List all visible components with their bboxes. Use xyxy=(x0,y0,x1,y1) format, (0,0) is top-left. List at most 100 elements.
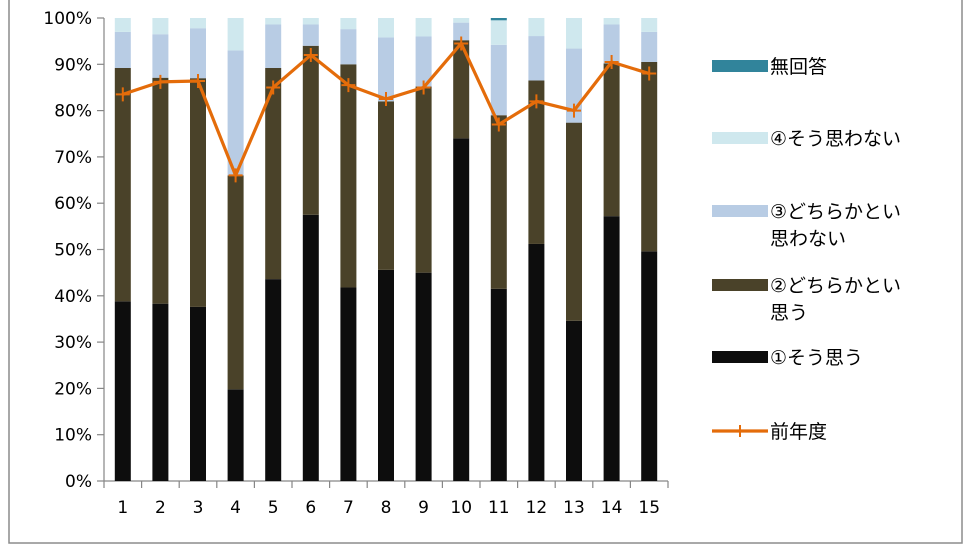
bar-segment xyxy=(603,18,620,25)
x-tick-label: 12 xyxy=(526,498,548,518)
bar-segment xyxy=(490,288,507,481)
bar-segment xyxy=(641,61,658,252)
bar-segment xyxy=(566,320,582,481)
y-tick-label: 0% xyxy=(65,472,92,492)
bar-segment xyxy=(378,101,394,270)
bar-segment xyxy=(227,18,244,51)
bar-segment xyxy=(265,24,282,69)
legend-box-swatch xyxy=(712,60,768,72)
bar-segment xyxy=(114,31,131,69)
bar-segment xyxy=(490,44,507,116)
line-point-marker xyxy=(228,168,243,183)
bar-segment xyxy=(528,36,545,81)
legend-box-swatch xyxy=(712,205,768,217)
y-tick-label: 80% xyxy=(54,102,92,122)
x-tick-label: 7 xyxy=(343,498,354,518)
legend-label: ②どちらかとい xyxy=(770,275,901,297)
y-tick-label: 30% xyxy=(54,333,92,353)
bar-segment xyxy=(265,68,282,280)
bar-segment xyxy=(490,115,507,289)
bar-segment xyxy=(490,20,507,45)
bar-segment xyxy=(152,77,169,304)
bar-segment xyxy=(227,175,244,390)
bar-segment xyxy=(302,45,319,215)
x-tick-label: 9 xyxy=(418,498,429,518)
bar-segment xyxy=(528,80,545,244)
bar-segment xyxy=(603,63,620,217)
bar-segment xyxy=(114,18,131,32)
line-point-marker xyxy=(567,103,581,118)
bar-segment xyxy=(340,64,357,288)
line-point-marker xyxy=(491,117,506,132)
x-tick-label: 10 xyxy=(450,498,472,518)
line-point-marker xyxy=(153,74,168,89)
line-point-marker xyxy=(115,87,130,102)
bar-segment xyxy=(190,18,206,29)
x-tick-label: 2 xyxy=(155,498,166,518)
y-axis: 0% 10% 20% 30% 40% 50% 60% 70% 80% 90% 100% xyxy=(43,9,105,492)
x-tick-label: 1 xyxy=(117,498,128,518)
bar-segment xyxy=(528,243,545,481)
legend-label: ③どちらかとい xyxy=(770,201,901,223)
bar-segment xyxy=(641,31,658,62)
x-tick-label: 14 xyxy=(601,498,623,518)
y-tick-label: 100% xyxy=(43,9,92,29)
bar-segment xyxy=(227,50,244,176)
bar-segment xyxy=(340,287,357,481)
x-tick-label: 8 xyxy=(381,498,392,518)
x-tick-label: 3 xyxy=(193,498,204,518)
line-point-marker xyxy=(303,48,318,63)
x-tick-label: 6 xyxy=(305,498,316,518)
bar-segment xyxy=(190,306,206,481)
bar-segment xyxy=(415,18,432,37)
legend-box-swatch xyxy=(712,279,768,291)
line-point-marker xyxy=(191,73,205,88)
bar-segment xyxy=(641,251,658,481)
legend-label: 思わない xyxy=(770,228,846,250)
x-tick-label: 11 xyxy=(488,498,510,518)
y-tick-label: 20% xyxy=(54,379,92,399)
chart-border xyxy=(8,0,963,544)
legend-label: ④そう思わない xyxy=(770,128,901,150)
bar-segment xyxy=(528,18,545,37)
bar-segment xyxy=(340,18,357,30)
bar-segment xyxy=(566,122,582,321)
legend-label: 前年度 xyxy=(770,421,827,443)
bar-segment xyxy=(302,18,319,25)
bar-segment xyxy=(265,279,282,481)
line-point-marker xyxy=(341,78,356,93)
line-point-marker xyxy=(416,80,431,95)
line-point-marker xyxy=(642,66,657,81)
y-tick-label: 50% xyxy=(54,241,92,261)
bar-segment xyxy=(453,22,470,41)
legend-label: ①そう思う xyxy=(770,347,863,369)
bar-segment xyxy=(453,40,470,139)
y-tick-label: 90% xyxy=(54,55,92,75)
bar-segment xyxy=(415,272,432,481)
x-tick-label: 13 xyxy=(563,498,585,518)
legend-label: 無回答 xyxy=(770,56,827,78)
bar-segment xyxy=(152,34,169,78)
bar-segment xyxy=(603,216,620,481)
bar-segment xyxy=(190,78,206,307)
line-point-marker xyxy=(454,36,469,51)
legend-line-marker xyxy=(734,425,746,437)
bar-segment xyxy=(114,68,131,302)
bar-segment xyxy=(490,18,507,21)
bar-segment xyxy=(378,18,394,38)
y-tick-label: 10% xyxy=(54,426,92,446)
bars xyxy=(114,18,658,481)
bar-segment xyxy=(152,18,169,35)
legend-box-swatch xyxy=(712,132,768,144)
bar-segment xyxy=(641,18,658,32)
bar-segment xyxy=(114,301,131,481)
bar-segment xyxy=(302,214,319,481)
x-tick-label: 4 xyxy=(230,498,241,518)
bar-segment xyxy=(190,28,206,79)
bar-segment xyxy=(453,138,470,481)
bar-segment xyxy=(453,18,470,23)
bar-segment xyxy=(566,18,582,49)
bar-segment xyxy=(152,303,169,481)
